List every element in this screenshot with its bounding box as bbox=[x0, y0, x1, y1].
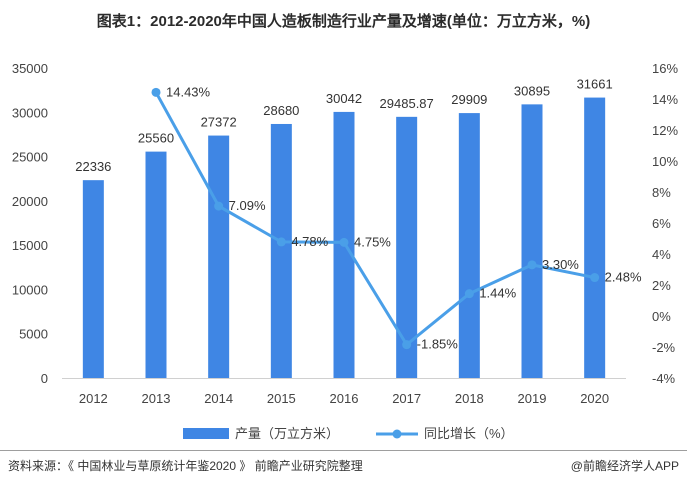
left-axis: 0 5000 10000 15000 20000 25000 30000 35000 bbox=[12, 61, 48, 386]
growth-point-2013 bbox=[151, 87, 161, 97]
bar-label-2018: 29909 bbox=[451, 92, 487, 107]
left-tick-label: 5000 bbox=[19, 327, 48, 342]
right-tick-label: 2% bbox=[652, 278, 671, 293]
bar-2019 bbox=[521, 104, 543, 378]
x-tick-label: 2013 bbox=[142, 391, 171, 406]
left-tick-label: 35000 bbox=[12, 61, 48, 76]
legend-bar-swatch bbox=[183, 428, 229, 439]
bar-label-2012: 22336 bbox=[75, 159, 111, 174]
bar-2013 bbox=[145, 151, 167, 378]
bar-labels: 22336 25560 27372 28680 30042 29485.87 29909 30… bbox=[75, 77, 612, 175]
left-tick-label: 15000 bbox=[12, 238, 48, 253]
bar-label-2016: 30042 bbox=[326, 91, 362, 106]
bar-label-2015: 28680 bbox=[263, 103, 299, 118]
growth-point-2015 bbox=[276, 237, 286, 247]
x-tick-label: 2016 bbox=[330, 391, 359, 406]
x-tick-label: 2018 bbox=[455, 391, 484, 406]
x-tick-label: 2019 bbox=[518, 391, 547, 406]
bar-2012 bbox=[82, 180, 104, 378]
bar-label-2017: 29485.87 bbox=[380, 96, 434, 111]
x-tick-label: 2012 bbox=[79, 391, 108, 406]
left-tick-label: 10000 bbox=[12, 282, 48, 297]
legend-line-dot bbox=[392, 429, 402, 439]
legend-bar-label: 产量（万立方米） bbox=[235, 426, 339, 441]
bar-2017 bbox=[396, 116, 418, 378]
growth-point-2020 bbox=[590, 273, 600, 283]
right-tick-label: 16% bbox=[652, 61, 678, 76]
bar-series bbox=[82, 97, 606, 379]
bar-label-2019: 30895 bbox=[514, 83, 550, 98]
line-labels: 14.43% 7.09% 4.78% 4.75% -1.85% 1.44% 3.30% 2.4… bbox=[166, 84, 642, 351]
source-note: 资料来源：《 中国林业与草原统计年鉴2020 》 前瞻产业研究院整理 bbox=[8, 459, 363, 473]
right-axis: -4% -2% 0% 2% 4% 6% 8% 10% 12% 14% 16% bbox=[652, 61, 678, 386]
x-tick-label: 2015 bbox=[267, 391, 296, 406]
growth-label-2013: 14.43% bbox=[166, 84, 211, 99]
right-tick-label: -2% bbox=[652, 340, 676, 355]
growth-label-2019: 3.30% bbox=[542, 257, 579, 272]
chart-title: 图表1：2012-2020年中国人造板制造行业产量及增速(单位：万立方米，%) bbox=[96, 13, 591, 30]
legend-line-label: 同比增长（%） bbox=[424, 426, 514, 441]
growth-point-2019 bbox=[527, 260, 537, 270]
growth-line bbox=[154, 91, 595, 347]
growth-label-2016: 4.75% bbox=[354, 234, 391, 249]
growth-point-2017 bbox=[402, 340, 412, 350]
left-tick-label: 20000 bbox=[12, 194, 48, 209]
left-tick-label: 25000 bbox=[12, 150, 48, 165]
x-tick-label: 2020 bbox=[580, 391, 609, 406]
brand-credit: @前瞻经济学人APP bbox=[570, 459, 679, 473]
right-tick-label: 4% bbox=[652, 247, 671, 262]
footer-divider bbox=[0, 450, 687, 451]
right-tick-label: 12% bbox=[652, 123, 678, 138]
right-tick-label: 8% bbox=[652, 185, 671, 200]
right-tick-label: 6% bbox=[652, 216, 671, 231]
x-tick-label: 2014 bbox=[204, 391, 233, 406]
left-tick-label: 30000 bbox=[12, 105, 48, 120]
x-axis: 2012 2013 2014 2015 2016 2017 2018 2019 2020 bbox=[79, 391, 609, 406]
bar-2014 bbox=[208, 135, 230, 378]
growth-label-2015: 4.78% bbox=[291, 234, 328, 249]
bar-label-2020: 31661 bbox=[577, 77, 613, 92]
growth-label-2014: 7.09% bbox=[229, 198, 266, 213]
bar-2015 bbox=[270, 123, 292, 378]
right-tick-label: 14% bbox=[652, 92, 678, 107]
growth-point-2018 bbox=[464, 289, 474, 299]
line-series bbox=[151, 87, 600, 350]
right-tick-label: -4% bbox=[652, 371, 676, 386]
bar-2018 bbox=[458, 113, 480, 379]
bar-2020 bbox=[584, 97, 606, 378]
legend: 产量（万立方米） 同比增长（%） bbox=[183, 426, 514, 441]
growth-label-2020: 2.48% bbox=[605, 270, 642, 285]
growth-point-2014 bbox=[214, 201, 224, 211]
right-tick-label: 10% bbox=[652, 154, 678, 169]
left-tick-label: 0 bbox=[41, 371, 48, 386]
growth-point-2016 bbox=[339, 237, 349, 247]
growth-label-2018: 1.44% bbox=[479, 286, 516, 301]
right-tick-label: 0% bbox=[652, 309, 671, 324]
bar-label-2013: 25560 bbox=[138, 131, 174, 146]
x-tick-label: 2017 bbox=[392, 391, 421, 406]
bar-label-2014: 27372 bbox=[201, 115, 237, 130]
growth-label-2017: -1.85% bbox=[417, 337, 459, 352]
